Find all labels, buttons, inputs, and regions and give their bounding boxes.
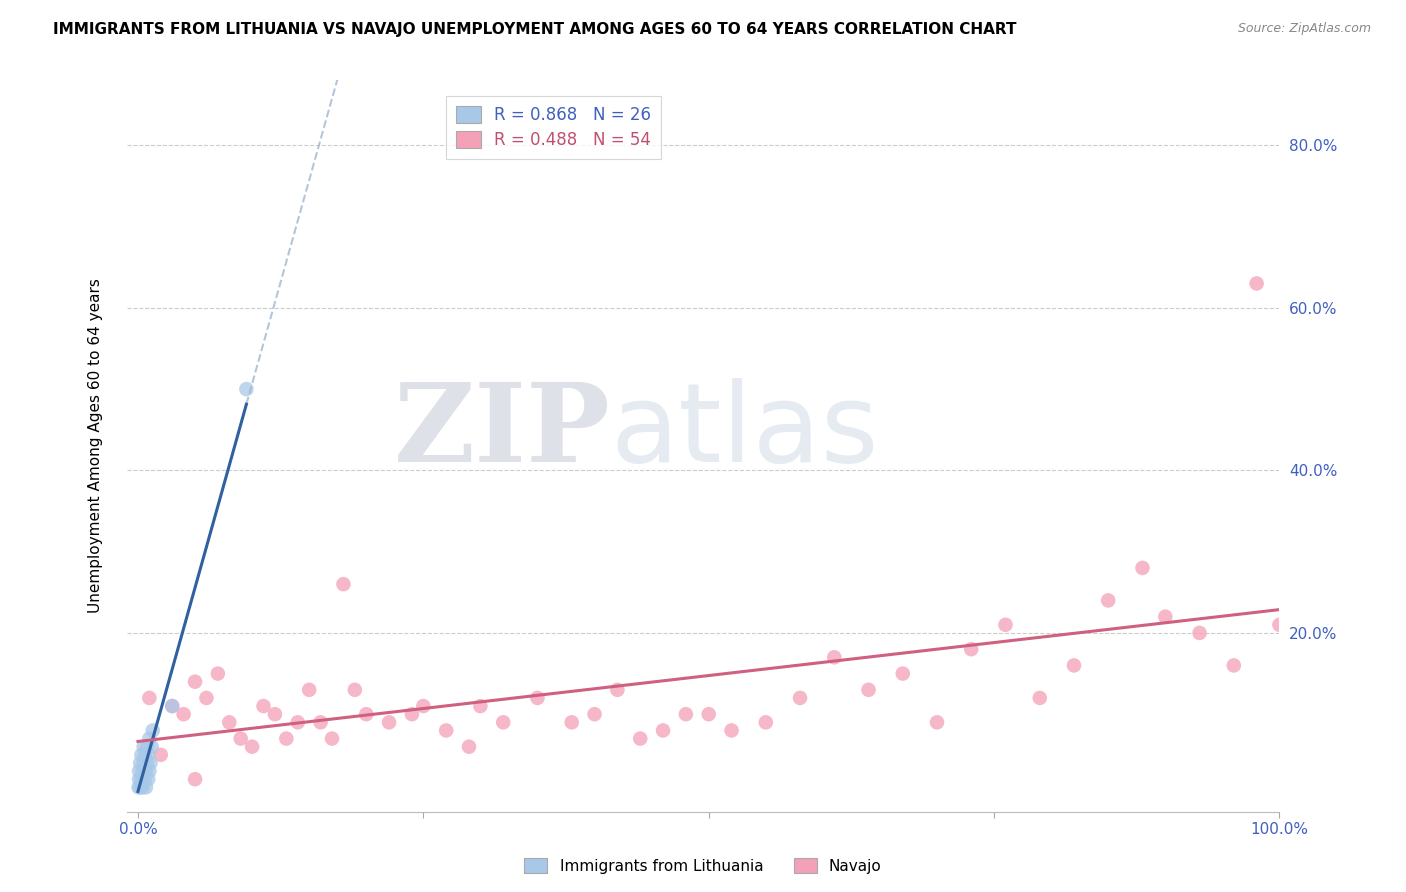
Point	[1223, 658, 1246, 673]
Point	[343, 682, 366, 697]
Point	[235, 382, 257, 396]
Point	[264, 707, 287, 722]
Point	[195, 690, 218, 705]
Point	[129, 756, 152, 770]
Point	[134, 772, 156, 787]
Point	[138, 690, 160, 705]
Point	[434, 723, 457, 738]
Point	[458, 739, 481, 754]
Point	[207, 666, 229, 681]
Point	[321, 731, 343, 746]
Point	[1154, 609, 1177, 624]
Point	[789, 690, 811, 705]
Point	[606, 682, 628, 697]
Legend: R = 0.868   N = 26, R = 0.488   N = 54: R = 0.868 N = 26, R = 0.488 N = 54	[446, 96, 661, 159]
Point	[561, 715, 583, 730]
Point	[160, 699, 183, 714]
Y-axis label: Unemployment Among Ages 60 to 64 years: Unemployment Among Ages 60 to 64 years	[89, 278, 103, 614]
Point	[240, 739, 263, 754]
Point	[229, 731, 252, 746]
Point	[1188, 626, 1211, 640]
Point	[132, 756, 155, 770]
Point	[858, 682, 880, 697]
Point	[141, 739, 163, 754]
Point	[173, 707, 195, 722]
Point	[149, 747, 172, 762]
Point	[823, 650, 845, 665]
Point	[1029, 690, 1052, 705]
Point	[332, 577, 354, 591]
Point	[287, 715, 309, 730]
Point	[128, 764, 150, 778]
Point	[378, 715, 401, 730]
Point	[309, 715, 332, 730]
Point	[138, 731, 160, 746]
Point	[960, 642, 983, 657]
Point	[1132, 561, 1154, 575]
Point	[136, 747, 159, 762]
Point	[1063, 658, 1085, 673]
Point	[354, 707, 377, 722]
Point	[720, 723, 742, 738]
Point	[652, 723, 675, 738]
Point	[129, 780, 152, 795]
Point	[755, 715, 778, 730]
Point	[138, 764, 160, 778]
Point	[583, 707, 606, 722]
Point	[128, 780, 150, 795]
Point	[401, 707, 423, 722]
Point	[184, 674, 207, 689]
Point	[1268, 617, 1291, 632]
Point	[526, 690, 548, 705]
Point	[131, 764, 153, 778]
Point	[136, 739, 159, 754]
Point	[135, 780, 157, 795]
Point	[132, 739, 155, 754]
Point	[276, 731, 298, 746]
Text: IMMIGRANTS FROM LITHUANIA VS NAVAJO UNEMPLOYMENT AMONG AGES 60 TO 64 YEARS CORRE: IMMIGRANTS FROM LITHUANIA VS NAVAJO UNEM…	[53, 22, 1017, 37]
Legend: Immigrants from Lithuania, Navajo: Immigrants from Lithuania, Navajo	[519, 852, 887, 880]
Point	[128, 772, 150, 787]
Point	[131, 747, 153, 762]
Point	[160, 699, 183, 714]
Point	[1246, 277, 1268, 291]
Text: atlas: atlas	[610, 378, 879, 485]
Point	[470, 699, 492, 714]
Point	[139, 756, 162, 770]
Point	[412, 699, 434, 714]
Point	[298, 682, 321, 697]
Point	[136, 756, 159, 770]
Point	[492, 715, 515, 730]
Point	[697, 707, 720, 722]
Point	[131, 780, 153, 795]
Point	[252, 699, 274, 714]
Point	[218, 715, 240, 730]
Point	[1097, 593, 1119, 607]
Point	[136, 772, 159, 787]
Point	[135, 764, 157, 778]
Point	[628, 731, 651, 746]
Point	[131, 772, 153, 787]
Point	[134, 747, 156, 762]
Point	[925, 715, 948, 730]
Text: Source: ZipAtlas.com: Source: ZipAtlas.com	[1237, 22, 1371, 36]
Point	[184, 772, 207, 787]
Text: ZIP: ZIP	[394, 378, 610, 485]
Point	[994, 617, 1017, 632]
Point	[675, 707, 697, 722]
Point	[891, 666, 914, 681]
Point	[142, 723, 165, 738]
